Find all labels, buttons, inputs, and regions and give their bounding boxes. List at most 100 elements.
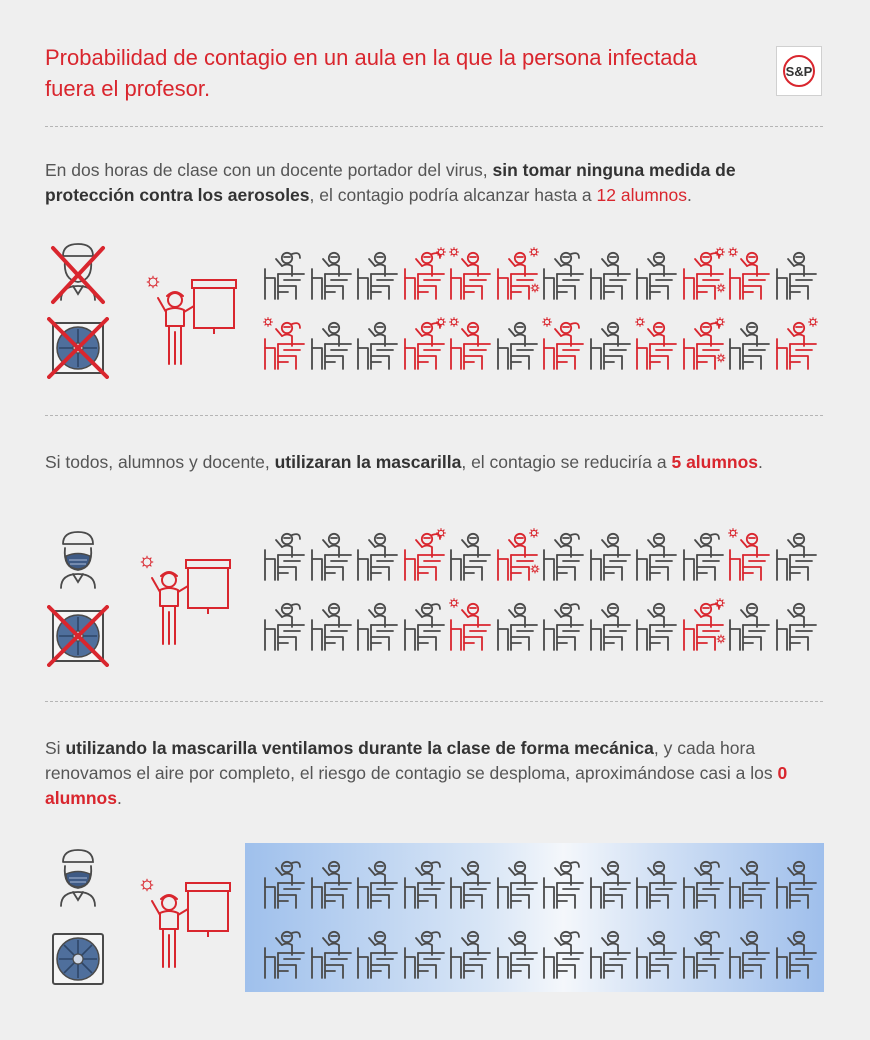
- student-desk-icon: [355, 314, 401, 374]
- scene-mask: [0, 525, 870, 675]
- student-row: [262, 525, 822, 585]
- student-desk-icon: [309, 923, 355, 983]
- emphasis-text: utilizaran la mascarilla: [274, 452, 462, 472]
- student-desk-icon: [774, 244, 820, 304]
- highlight-count: 12 alumnos: [596, 185, 688, 205]
- student-desk-icon: [541, 525, 587, 585]
- student-desk-icon: [727, 314, 773, 374]
- student-desk-icon: [774, 595, 820, 655]
- student-desk-icon: [588, 853, 634, 913]
- student-grid: [262, 525, 822, 675]
- student-desk-icon: [402, 595, 448, 655]
- student-grid: [262, 853, 822, 1003]
- student-desk-icon: [588, 595, 634, 655]
- emphasis-text: sin tomar ninguna medida de protección c…: [45, 160, 736, 205]
- student-desk-icon: [541, 853, 587, 913]
- highlight-count: 0 alumnos: [45, 763, 788, 808]
- student-desk-icon: [309, 314, 355, 374]
- student-desk-icon: [681, 923, 727, 983]
- infected-student-icon: [681, 595, 727, 655]
- student-desk-icon: [448, 923, 494, 983]
- student-desk-icon: [309, 244, 355, 304]
- student-desk-icon: [495, 314, 541, 374]
- section-1-text: En dos horas de clase con un docente por…: [45, 158, 825, 208]
- person-mask-icon: [47, 530, 109, 599]
- student-desk-icon: [727, 853, 773, 913]
- emphasis-text: utilizando la mascarilla ventilamos dura…: [65, 738, 654, 758]
- teacher-board-icon: [144, 270, 240, 375]
- student-desk-icon: [402, 923, 448, 983]
- body-text: En dos horas de clase con un docente por…: [45, 160, 493, 180]
- student-desk-icon: [262, 244, 308, 304]
- infected-student-icon: [541, 314, 587, 374]
- student-desk-icon: [355, 525, 401, 585]
- infected-student-icon: [727, 525, 773, 585]
- student-desk-icon: [262, 525, 308, 585]
- body-text: Si: [45, 738, 66, 758]
- student-desk-icon: [681, 525, 727, 585]
- ventilation-fan-icon: [47, 605, 109, 672]
- student-grid: [262, 244, 822, 394]
- infected-student-icon: [402, 244, 448, 304]
- body-text: .: [687, 185, 692, 205]
- infected-student-icon: [262, 314, 308, 374]
- section-3-text: Si utilizando la mascarilla ventilamos d…: [45, 736, 825, 811]
- infected-student-icon: [727, 244, 773, 304]
- infected-student-icon: [681, 244, 727, 304]
- infected-student-icon: [634, 314, 680, 374]
- body-text: , el contagio podría alcanzar hasta a: [309, 185, 597, 205]
- red-cross-icon: [47, 317, 109, 379]
- student-desk-icon: [774, 923, 820, 983]
- student-desk-icon: [355, 923, 401, 983]
- divider: [45, 126, 823, 127]
- student-desk-icon: [588, 244, 634, 304]
- student-desk-icon: [634, 595, 680, 655]
- student-desk-icon: [634, 853, 680, 913]
- body-text: , y cada hora renovamos el aire por comp…: [45, 738, 778, 783]
- body-text: , el contagio se reduciría a: [461, 452, 672, 472]
- divider: [45, 415, 823, 416]
- student-desk-icon: [495, 853, 541, 913]
- student-desk-icon: [309, 853, 355, 913]
- logo-text: S&P: [786, 64, 813, 79]
- ventilation-fan-icon: [47, 928, 109, 995]
- student-row: [262, 923, 822, 983]
- highlight-count: 5 alumnos: [671, 452, 759, 472]
- student-desk-icon: [681, 853, 727, 913]
- student-row: [262, 595, 822, 655]
- person-mask-icon: [47, 848, 109, 917]
- ventilation-fan-icon: [47, 317, 109, 384]
- infected-student-icon: [495, 244, 541, 304]
- infected-student-icon: [402, 525, 448, 585]
- infected-student-icon: [448, 314, 494, 374]
- student-desk-icon: [634, 244, 680, 304]
- student-desk-icon: [588, 314, 634, 374]
- divider: [45, 701, 823, 702]
- infected-student-icon: [402, 314, 448, 374]
- student-desk-icon: [541, 244, 587, 304]
- ventilated-classroom-area: [245, 843, 824, 992]
- student-desk-icon: [309, 525, 355, 585]
- student-desk-icon: [262, 595, 308, 655]
- sp-logo: S&P: [776, 46, 822, 96]
- student-row: [262, 314, 822, 374]
- student-desk-icon: [541, 595, 587, 655]
- student-row: [262, 244, 822, 304]
- body-text: .: [758, 452, 763, 472]
- red-cross-icon: [47, 605, 109, 667]
- student-desk-icon: [355, 244, 401, 304]
- student-desk-icon: [727, 595, 773, 655]
- teacher-board-icon: [138, 550, 234, 655]
- student-desk-icon: [262, 853, 308, 913]
- infected-student-icon: [681, 314, 727, 374]
- student-desk-icon: [634, 923, 680, 983]
- student-desk-icon: [448, 525, 494, 585]
- body-text: .: [116, 788, 122, 808]
- student-desk-icon: [495, 595, 541, 655]
- teacher-board-icon: [138, 873, 234, 978]
- section-2-text: Si todos, alumnos y docente, utilizaran …: [45, 450, 825, 475]
- body-text: Si todos, alumnos y docente,: [45, 452, 275, 472]
- student-desk-icon: [355, 595, 401, 655]
- student-desk-icon: [588, 923, 634, 983]
- student-desk-icon: [774, 853, 820, 913]
